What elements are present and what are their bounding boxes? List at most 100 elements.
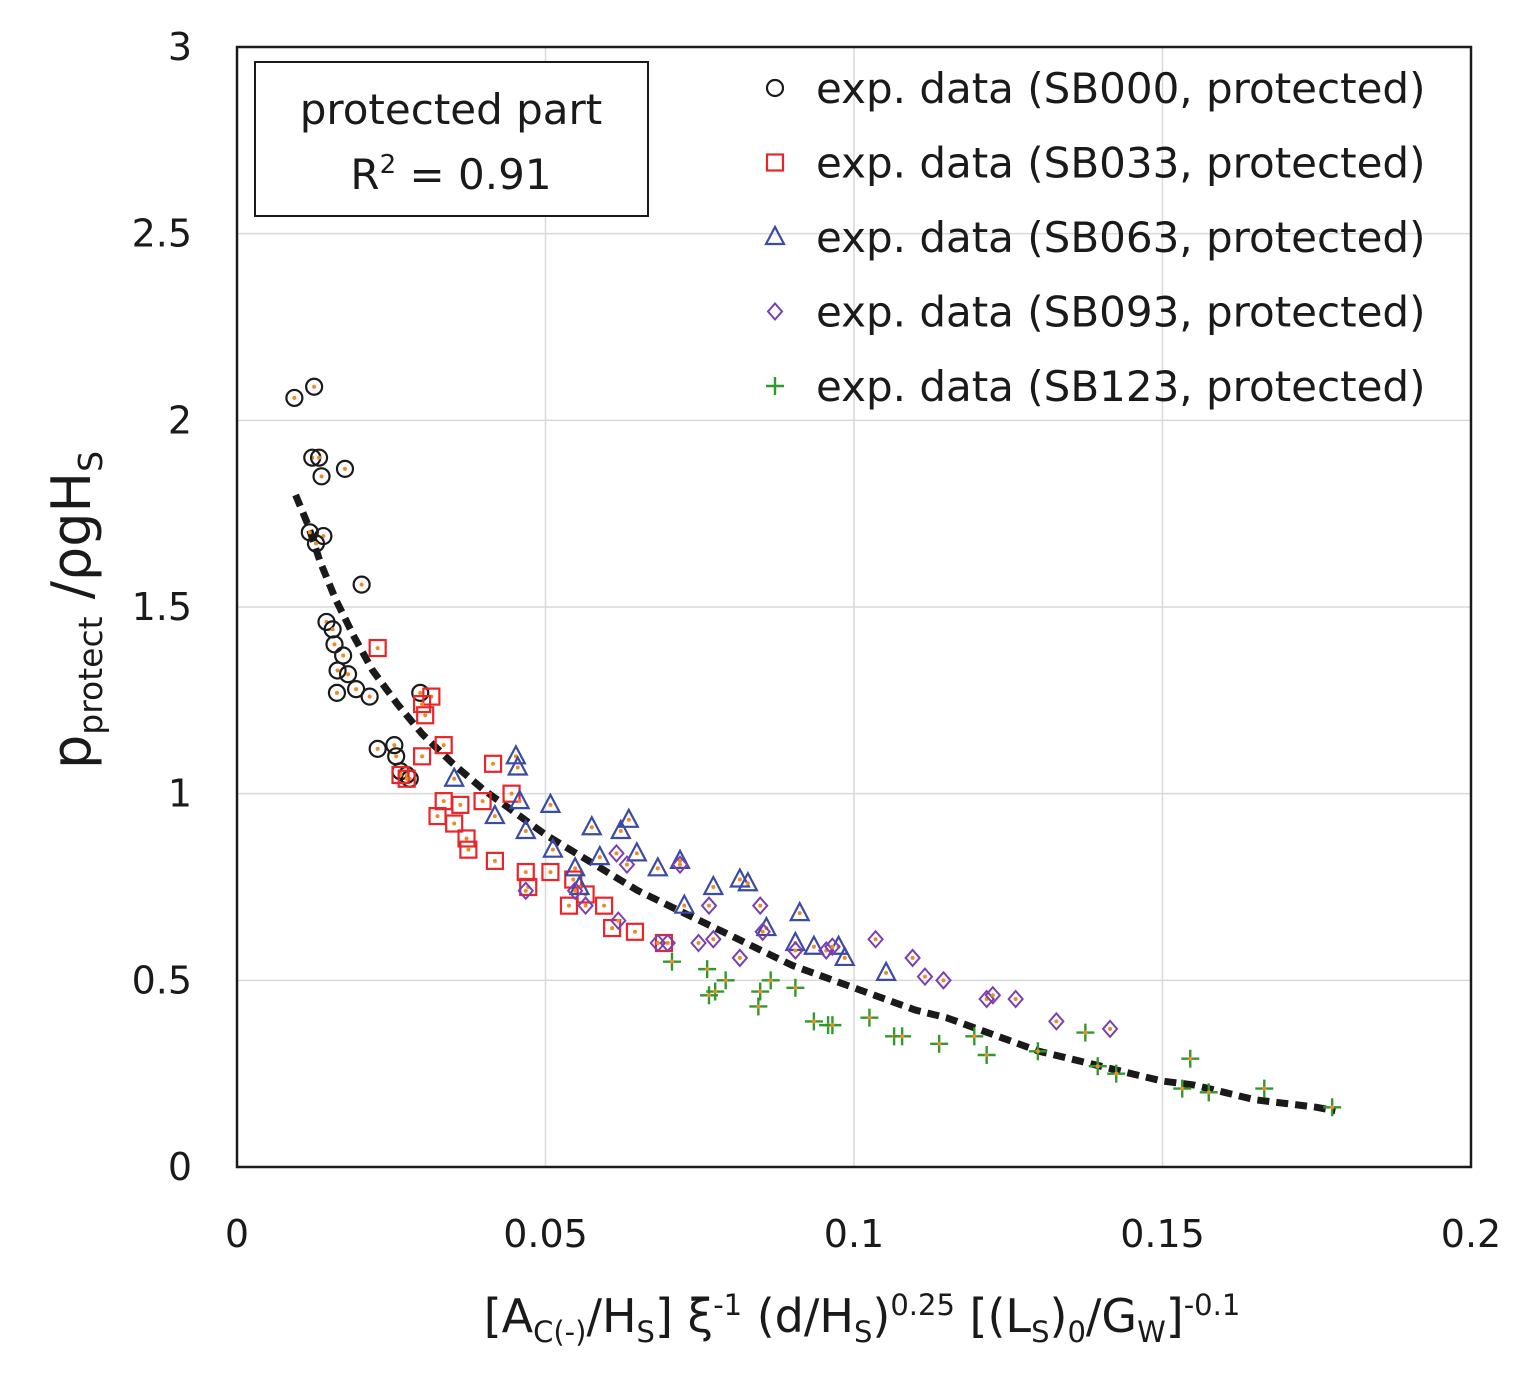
data-point-plus bbox=[698, 960, 717, 979]
legend-label: exp. data (SB000, protected) bbox=[816, 64, 1425, 113]
data-point-triangle bbox=[673, 893, 696, 914]
data-point-diamond bbox=[700, 896, 718, 916]
data-point-triangle bbox=[788, 900, 811, 922]
data-point-square bbox=[625, 922, 645, 941]
data-point-plus bbox=[930, 1034, 949, 1053]
data-point-circle bbox=[312, 467, 331, 486]
data-point-diamond bbox=[1007, 989, 1024, 1009]
data-point-diamond bbox=[824, 937, 841, 957]
data-point-triangle bbox=[506, 755, 529, 776]
x-tick-labels: 0 0.05 0.1 0.15 0.2 bbox=[225, 1212, 1501, 1256]
data-point-triangle bbox=[542, 837, 564, 858]
legend: exp. data (SB000, protected) exp. data (S… bbox=[764, 64, 1425, 411]
legend-marker-plus bbox=[766, 377, 784, 395]
y-tick-label: 1.5 bbox=[132, 585, 192, 629]
data-point-triangle bbox=[484, 803, 506, 825]
data-point-plus bbox=[965, 1027, 984, 1046]
data-point-diamond bbox=[731, 948, 749, 968]
legend-marker-diamond bbox=[766, 301, 784, 322]
data-point-plus bbox=[786, 978, 805, 997]
data-point-triangle bbox=[617, 807, 640, 828]
data-point-plus bbox=[761, 971, 780, 990]
data-point-diamond bbox=[754, 922, 772, 942]
data-point-plus bbox=[1107, 1064, 1126, 1083]
data-point-diamond bbox=[566, 881, 584, 901]
annotation-frame bbox=[254, 61, 649, 217]
data-point-diamond bbox=[867, 929, 884, 949]
x-tick-label: 0 bbox=[225, 1212, 249, 1256]
data-point-circle bbox=[306, 534, 326, 553]
x-axis-label: [AC(-)​/HS​] ξ-1​ (d/HS​)0.25​ [(LS​)0​/… bbox=[484, 1288, 1241, 1349]
x-tick-label: 0.2 bbox=[1441, 1212, 1501, 1256]
data-point-circle bbox=[352, 575, 371, 594]
data-point-square bbox=[485, 851, 505, 870]
data-point-diamond bbox=[608, 843, 625, 863]
annotation-title: protected part bbox=[300, 85, 603, 134]
legend-item: exp. data (SB093, protected) bbox=[766, 288, 1425, 337]
data-point-square bbox=[434, 736, 453, 755]
data-point-plus bbox=[1199, 1083, 1218, 1102]
data-point-triangle bbox=[564, 855, 586, 877]
x-tick-label: 0.15 bbox=[1120, 1212, 1205, 1256]
data-point-plus bbox=[1181, 1049, 1200, 1068]
y-tick-label: 2 bbox=[168, 398, 192, 442]
data-point-circle bbox=[328, 661, 347, 680]
x-tick-label: 0.1 bbox=[824, 1212, 884, 1256]
data-point-triangle bbox=[609, 818, 632, 840]
data-point-plus bbox=[751, 982, 770, 1001]
x-tick-label: 0.05 bbox=[503, 1212, 588, 1256]
data-point-triangle bbox=[514, 818, 537, 840]
y-tick-label: 1 bbox=[168, 772, 192, 816]
data-point-circle bbox=[411, 683, 430, 702]
annotation-r2: R2 = 0.91 bbox=[350, 150, 551, 199]
data-point-circle bbox=[285, 388, 304, 408]
data-point-plus bbox=[749, 997, 768, 1016]
data-point-square bbox=[457, 829, 476, 848]
data-point-circle bbox=[360, 687, 379, 706]
data-point-diamond bbox=[751, 896, 769, 916]
data-point-diamond bbox=[904, 948, 921, 968]
data-point-plus bbox=[716, 971, 735, 990]
plot-frame bbox=[235, 45, 1473, 1169]
data-point-diamond bbox=[704, 929, 722, 949]
data-point-diamond bbox=[787, 940, 804, 960]
y-tick-labels: 0 0.5 1 1.5 2 2.5 3 bbox=[132, 25, 192, 1189]
legend-item: exp. data (SB123, protected) bbox=[766, 362, 1425, 411]
data-points bbox=[285, 377, 1342, 1117]
data-point-circle bbox=[305, 377, 324, 396]
data-point-plus bbox=[1088, 1057, 1107, 1076]
legend-item: exp. data (SB000, protected) bbox=[765, 64, 1425, 113]
legend-item: exp. data (SB033, protected) bbox=[765, 139, 1425, 188]
data-point-diamond bbox=[671, 855, 689, 875]
data-point-square bbox=[483, 754, 503, 773]
data-point-plus bbox=[1255, 1079, 1274, 1098]
y-tick-label: 0 bbox=[168, 1145, 192, 1189]
data-point-plus bbox=[977, 1046, 996, 1064]
data-point-triangle bbox=[803, 934, 825, 955]
legend-label: exp. data (SB123, protected) bbox=[816, 362, 1425, 411]
data-point-square bbox=[413, 747, 432, 766]
legend-marker-square bbox=[765, 153, 785, 172]
data-point-square bbox=[413, 694, 432, 714]
data-point-triangle bbox=[646, 855, 669, 877]
data-point-triangle bbox=[737, 870, 759, 892]
data-point-triangle bbox=[625, 841, 648, 862]
data-point-circle bbox=[385, 736, 404, 755]
legend-label: exp. data (SB063, protected) bbox=[816, 213, 1425, 262]
data-point-triangle bbox=[875, 960, 897, 981]
data-point-square bbox=[416, 706, 435, 725]
data-point-circle bbox=[335, 459, 355, 478]
annotation-box: protected part R2 = 0.91 bbox=[254, 61, 649, 217]
data-point-square bbox=[541, 862, 560, 882]
y-tick-label: 0.5 bbox=[132, 958, 192, 1002]
data-point-square bbox=[451, 795, 470, 814]
data-point-triangle bbox=[702, 874, 725, 896]
data-point-diamond bbox=[984, 985, 1002, 1005]
fit-curve bbox=[292, 493, 1336, 1115]
y-tick-label: 3 bbox=[168, 25, 192, 69]
data-point-square bbox=[459, 840, 478, 859]
data-point-diamond bbox=[618, 855, 636, 875]
data-point-plus bbox=[1076, 1023, 1095, 1042]
data-point-plus bbox=[860, 1008, 879, 1027]
